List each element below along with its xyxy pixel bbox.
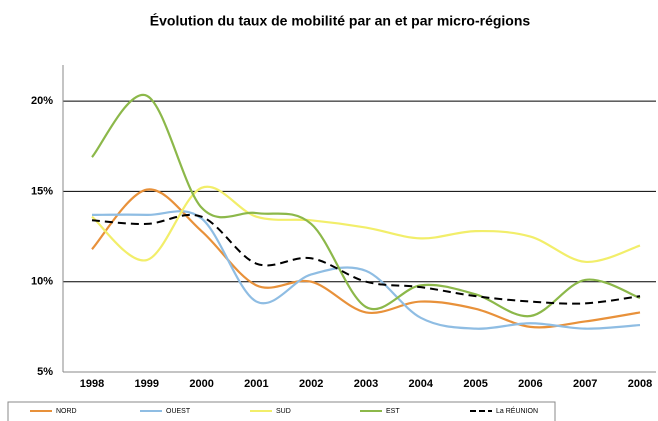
x-tick-label: 2006 [518,378,542,390]
x-tick-label: 2005 [463,378,487,390]
legend-box [7,401,556,421]
x-tick-label: 2007 [573,378,597,390]
x-tick-label: 2002 [299,378,323,390]
y-tick-label: 15% [31,185,53,197]
x-tick-label: 2000 [189,378,213,390]
y-tick-label: 20% [31,95,53,107]
series-line [91,185,641,263]
chart-title: Évolution du taux de mobilité par an et … [150,13,531,29]
x-tick-label: 1999 [135,378,159,390]
legend-label: EST [386,408,400,415]
x-tick-label: 2001 [244,378,268,390]
x-tick-label: 2003 [354,378,378,390]
series-line [91,94,641,318]
legend-label: SUD [276,408,291,415]
x-tick-label: 2004 [409,378,434,390]
legend-label: NORD [56,408,77,415]
series-line [91,213,641,305]
legend-label: La RÉUNION [496,406,538,415]
y-tick-label: 5% [37,366,53,378]
x-tick-label: 2008 [628,378,652,390]
series-line [91,210,641,330]
legend-label: OUEST [166,408,191,415]
y-tick-label: 10% [31,276,53,288]
series-line [91,188,641,329]
x-tick-label: 1998 [80,378,104,390]
